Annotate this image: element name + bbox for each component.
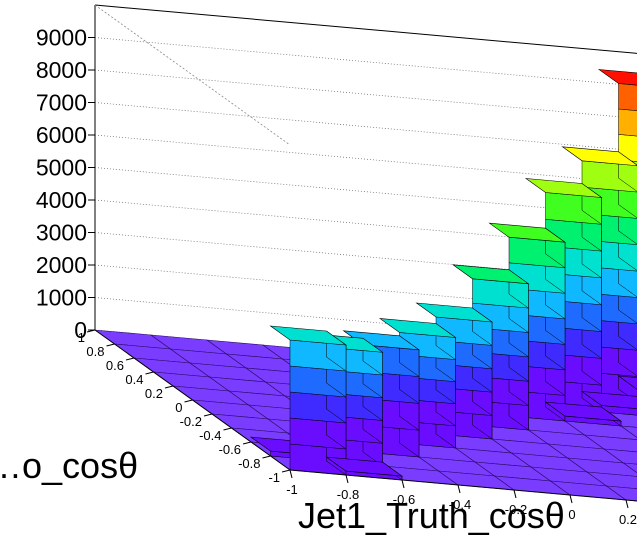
bar-front-face bbox=[618, 108, 637, 137]
x-tick-label: -0.8 bbox=[337, 487, 359, 502]
y-tick-label: -1 bbox=[268, 470, 280, 485]
bar-top bbox=[415, 302, 494, 323]
x-tick-label: -1 bbox=[286, 482, 298, 497]
floor-tile bbox=[585, 471, 637, 490]
y-tick-mark bbox=[106, 343, 115, 347]
floor-tile bbox=[566, 457, 637, 477]
floor-tile bbox=[605, 485, 637, 502]
y-tick-label: 0.6 bbox=[106, 358, 124, 373]
y-tick-label: 0.4 bbox=[125, 372, 143, 387]
floor-tile bbox=[602, 448, 637, 465]
y-tick-mark bbox=[86, 329, 96, 333]
z-tick-label: 7000 bbox=[36, 90, 87, 116]
bar-top bbox=[488, 222, 567, 243]
z-tick-label: 4000 bbox=[36, 187, 87, 213]
bar-top bbox=[451, 264, 530, 285]
y-tick-mark bbox=[125, 357, 135, 361]
bar-top bbox=[580, 391, 637, 409]
x-tick-mark bbox=[457, 484, 461, 494]
x-tick-label: -0.4 bbox=[449, 497, 471, 512]
x-axis-ticks: -1-0.8-0.6-0.4-0.200.20.40.60.81 bbox=[286, 469, 637, 527]
y-tick-mark bbox=[242, 441, 252, 445]
y-tick-mark bbox=[223, 427, 232, 431]
bar-top bbox=[617, 375, 637, 390]
x-tick-label: -0.6 bbox=[393, 492, 415, 507]
y-axis-ticks: 10.80.60.40.2 0-0.2-0.4-0.6-0.8 -1 bbox=[78, 329, 291, 485]
z-tick-label: 9000 bbox=[36, 25, 87, 51]
z-tick-label: 8000 bbox=[36, 57, 87, 83]
floor-tile bbox=[619, 425, 637, 438]
z-tick-label: 6000 bbox=[36, 122, 87, 148]
bar-top bbox=[544, 401, 623, 422]
x-tick-mark bbox=[345, 474, 349, 484]
floor-tile bbox=[583, 434, 637, 453]
bar-top bbox=[378, 318, 457, 338]
bar-top bbox=[561, 146, 637, 167]
top-left-edge bbox=[94, 4, 291, 146]
bar-top bbox=[597, 69, 637, 86]
x-axis-title: Jet1_Truth_cosθ bbox=[298, 495, 565, 536]
x-tick-mark bbox=[513, 489, 517, 499]
y-tick-mark bbox=[203, 413, 213, 417]
z-tick-label: 1000 bbox=[36, 285, 87, 311]
bar-top bbox=[269, 325, 348, 346]
bar bbox=[544, 401, 623, 427]
bar bbox=[325, 456, 404, 481]
y-tick-mark bbox=[164, 385, 174, 389]
y-tick-label: -0.6 bbox=[219, 442, 241, 457]
x-tick-mark bbox=[569, 494, 573, 504]
z-axis-ticks: 0 1000 2000 3000 4000 5000 6000 7000 8000 9000 bbox=[36, 25, 95, 343]
z-tick-label: 3000 bbox=[36, 220, 87, 246]
y-tick-mark bbox=[262, 455, 271, 459]
y-tick-mark bbox=[184, 399, 193, 403]
bar-front-face bbox=[618, 83, 637, 111]
x-tick-label: 0 bbox=[568, 507, 575, 522]
x-tick-mark bbox=[625, 499, 629, 509]
top-back-edge bbox=[94, 4, 637, 54]
y-tick-label: -0.4 bbox=[199, 428, 221, 443]
z-tick-label: 0 bbox=[74, 317, 87, 343]
bars-layer bbox=[249, 69, 637, 481]
y-tick-label: 0.8 bbox=[86, 344, 104, 359]
x-tick-mark bbox=[401, 479, 405, 489]
bar bbox=[269, 325, 348, 476]
bar bbox=[617, 375, 637, 390]
bar-top bbox=[524, 178, 603, 198]
y-tick-label: -0.2 bbox=[180, 414, 202, 429]
x-tick-label: 0.2 bbox=[619, 512, 637, 527]
x-tick-mark bbox=[289, 469, 293, 479]
y-tick-label: 0.2 bbox=[145, 386, 163, 401]
x-tick-label: -0.2 bbox=[505, 502, 527, 517]
y-axis-title: …o_cosθ bbox=[0, 445, 138, 486]
z-tick-label: 2000 bbox=[36, 252, 87, 278]
z-tick-label: 5000 bbox=[36, 155, 87, 181]
y-tick-label: 0 bbox=[175, 400, 182, 415]
bar-top bbox=[325, 456, 404, 477]
y-tick-mark bbox=[281, 469, 291, 473]
y-tick-label: -0.8 bbox=[238, 456, 260, 471]
y-tick-mark bbox=[145, 371, 154, 375]
y-tick-label: 1 bbox=[78, 330, 85, 345]
bar-top bbox=[342, 330, 421, 351]
